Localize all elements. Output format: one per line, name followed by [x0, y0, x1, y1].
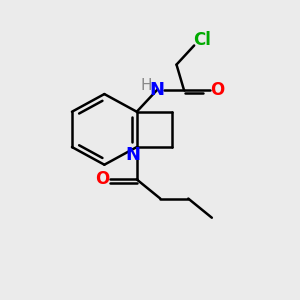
Text: Cl: Cl	[194, 31, 211, 49]
Text: O: O	[211, 81, 225, 99]
Text: H: H	[140, 78, 152, 93]
Text: O: O	[95, 170, 109, 188]
Text: N: N	[126, 146, 141, 164]
Text: N: N	[150, 81, 165, 99]
